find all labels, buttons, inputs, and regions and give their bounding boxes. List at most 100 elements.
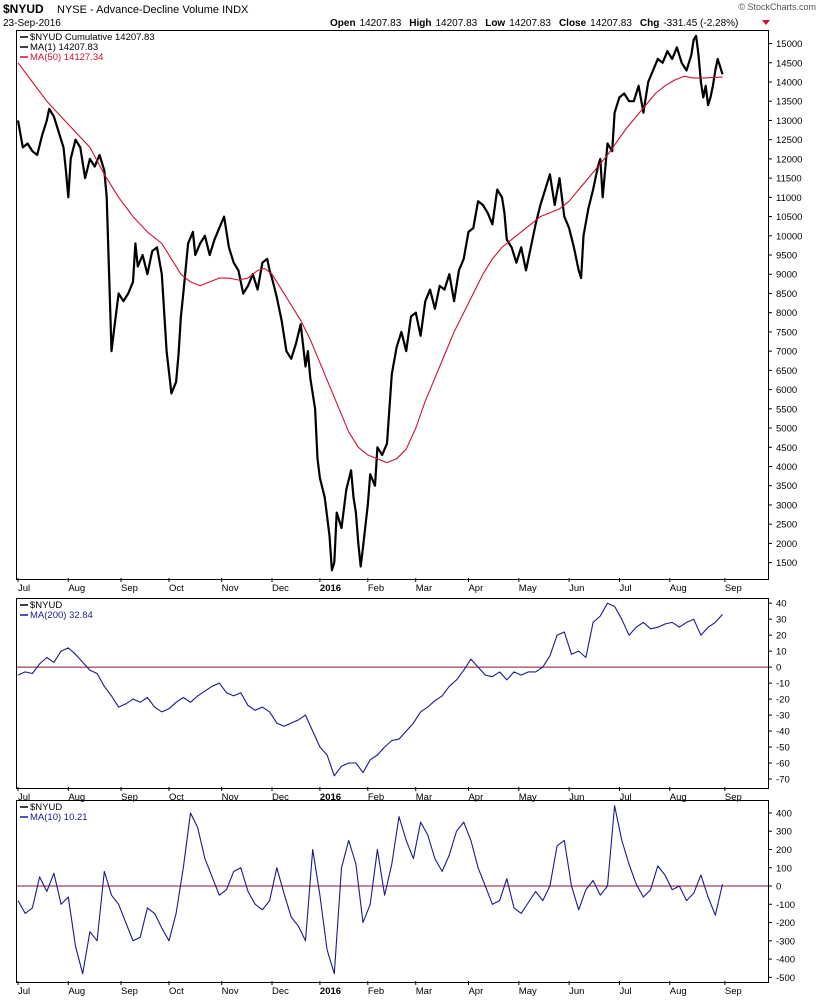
middle-ytick-label: -20 (776, 695, 790, 706)
bottom-xtick-label: Aug (670, 986, 687, 997)
main-ytick-label: 8000 (776, 308, 797, 319)
main-ytick-label: 2500 (776, 520, 797, 531)
main-series--nyud-cumulative (16, 34, 724, 572)
main-ytick-label: 6000 (776, 385, 797, 396)
open-label: Open (330, 18, 356, 29)
main-ytick-label: 5000 (776, 424, 797, 435)
main-xtick-label: May (519, 583, 537, 594)
main-ytick-label: 5500 (776, 404, 797, 415)
main-ytick-label: 4000 (776, 462, 797, 473)
middle-xtick-label: Apr (468, 792, 483, 803)
middle-xtick-label: May (519, 792, 537, 803)
middle-ytick-label: -60 (776, 759, 790, 770)
main-ytick-label: 10000 (776, 231, 802, 242)
main-ytick-label: 11500 (776, 174, 802, 185)
main-xtick-label: Jun (569, 583, 584, 594)
main-xtick-label: Feb (368, 583, 384, 594)
main-ytick-label: 3000 (776, 500, 797, 511)
middle-ytick-label: 10 (776, 647, 787, 658)
middle-ytick-label: -40 (776, 727, 790, 738)
bottom-xtick-label: Sep (121, 986, 138, 997)
main-series-ma-50- (17, 62, 723, 464)
middle-ytick-label: -50 (776, 743, 790, 754)
middle-ytick-label: 30 (776, 615, 787, 626)
bottom-xtick-label: Feb (368, 986, 384, 997)
bottom-xtick-label: Dec (272, 986, 289, 997)
middle-ytick-label: -10 (776, 679, 790, 690)
bottom-ytick-label: 400 (776, 808, 792, 819)
chart-description: NYSE - Advance-Decline Volume INDX (57, 4, 249, 16)
middle-series-ma-200- (17, 602, 723, 777)
bottom-xtick-label: 2016 (320, 986, 341, 997)
main-ytick-label: 7000 (776, 347, 797, 358)
middle-ytick-label: -30 (776, 711, 790, 722)
main-xtick-label: Oct (169, 583, 184, 594)
middle-xtick-label: Nov (222, 792, 239, 803)
bottom-ytick-label: -400 (776, 955, 795, 966)
chart-date: 23-Sep-2016 (3, 18, 61, 29)
bottom-xtick-label: Mar (416, 986, 432, 997)
middle-xtick-label: Sep (121, 792, 138, 803)
middle-xtick-label: Dec (272, 792, 289, 803)
main-ytick-label: 3500 (776, 481, 797, 492)
bottom-legend-item: MA(10) 10.21 (30, 812, 88, 823)
middle-xtick-label: Jul (619, 792, 631, 803)
middle-xtick-label: 2016 (320, 792, 341, 803)
bottom-ytick-label: 100 (776, 863, 792, 874)
main-xtick-label: Dec (272, 583, 289, 594)
bottom-xtick-label: Jul (619, 986, 631, 997)
middle-legend-item: $NYUD (30, 600, 62, 611)
main-ytick-label: 9000 (776, 270, 797, 281)
chg-label: Chg (640, 18, 659, 29)
main-xtick-label: Aug (68, 583, 85, 594)
main-xtick-label: Nov (222, 583, 239, 594)
main-ytick-label: 12000 (776, 154, 802, 165)
middle-xtick-label: Oct (169, 792, 184, 803)
main-xtick-label: Apr (468, 583, 483, 594)
main-xtick-label: 2016 (320, 583, 341, 594)
bottom-xtick-label: Oct (169, 986, 184, 997)
middle-panel: 40 30 20 10 0 -10 -20 -30 -40 -50 -60 -70 $NYUDMA(20… (17, 599, 790, 803)
bottom-ytick-label: -300 (776, 936, 795, 947)
bottom-series-ma-10- (17, 805, 724, 975)
middle-xtick-label: Mar (416, 792, 432, 803)
main-legend-item: MA(50) 14127.34 (30, 52, 103, 63)
bottom-xtick-label: Jul (18, 986, 30, 997)
bottom-ytick-label: -200 (776, 918, 795, 929)
main-xtick-label: Mar (416, 583, 432, 594)
chg-down-icon (762, 20, 770, 25)
bottom-xtick-label: Nov (222, 986, 239, 997)
main-ytick-label: 9500 (776, 251, 797, 262)
high-value: 14207.83 (436, 18, 478, 29)
middle-legend-item: MA(200) 32.84 (30, 610, 93, 621)
main-ytick-label: 7500 (776, 327, 797, 338)
main-ytick-label: 2000 (776, 539, 797, 550)
main-xtick-label: Jul (619, 583, 631, 594)
bottom-ytick-label: 300 (776, 827, 792, 838)
main-ytick-label: 12500 (776, 135, 802, 146)
main-ytick-label: 10500 (776, 212, 802, 223)
main-ytick-label: 14500 (776, 58, 802, 69)
close-label: Close (559, 18, 587, 29)
bottom-ytick-label: -500 (776, 973, 795, 984)
middle-ytick-label: 0 (776, 663, 781, 674)
high-label: High (409, 18, 431, 29)
main-panel-frame (16, 30, 769, 580)
bottom-xtick-label: Sep (725, 986, 742, 997)
bottom-xtick-label: Jun (569, 986, 584, 997)
main-ytick-label: 13500 (776, 97, 802, 108)
main-ytick-label: 15000 (776, 39, 802, 50)
bottom-xtick-label: Apr (468, 986, 483, 997)
main-ytick-label: 13000 (776, 116, 802, 127)
bottom-panel-frame (16, 800, 769, 983)
bottom-ytick-label: -100 (776, 900, 795, 911)
chg-value: -331.45 (-2.28%) (663, 18, 738, 29)
bottom-ytick-label: 0 (776, 882, 781, 893)
middle-ytick-label: 40 (776, 599, 787, 610)
main-ytick-label: 8500 (776, 289, 797, 300)
middle-xtick-label: Jul (18, 792, 30, 803)
main-legend-item: MA(1) 14207.83 (30, 42, 98, 53)
main-ytick-label: 14000 (776, 77, 802, 88)
